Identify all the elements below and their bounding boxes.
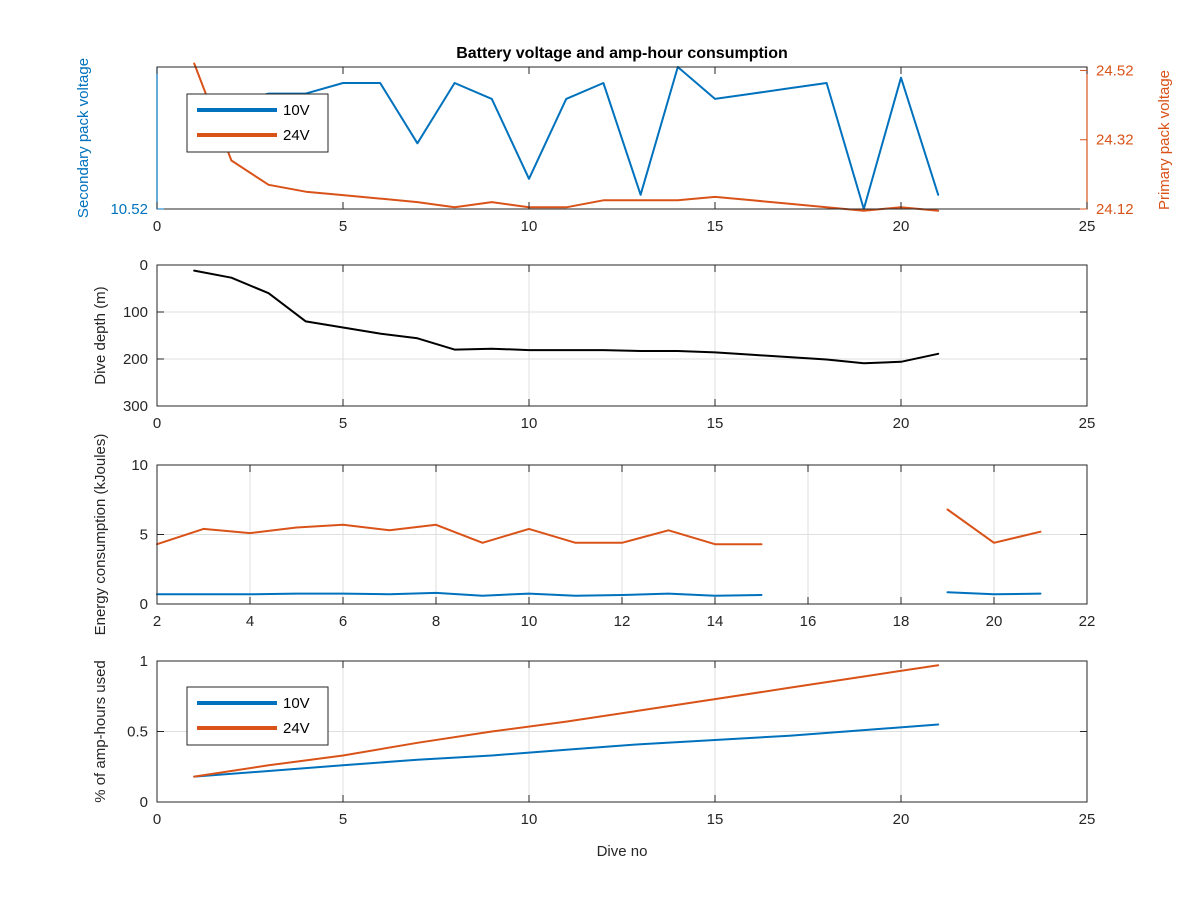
x-tick-label: 5 [339, 218, 347, 235]
series-line-10v [156, 591, 1042, 597]
y-tick-label: 0 [140, 794, 148, 811]
x-tick-label: 20 [893, 218, 910, 235]
legend-entry: 24V [283, 720, 310, 737]
legend-entry: 24V [283, 127, 310, 144]
x-tick-label: 0 [153, 218, 161, 235]
y-tick-label: 10 [131, 457, 148, 474]
chart-panel-2: 0 5 10 15 20 25 0 100 200 300 Dive depth (m) [92, 257, 1095, 432]
y-tick-label: 5 [140, 527, 148, 544]
y2-tick-label: 24.52 [1096, 62, 1134, 79]
y-tick-label: 10.52 [110, 201, 148, 218]
y-tick-label: 0 [140, 257, 148, 274]
x-tick-label: 14 [707, 613, 724, 630]
y-axis-label: Dive depth (m) [92, 286, 109, 384]
x-tick-label: 0 [153, 811, 161, 828]
x-tick-label: 20 [893, 415, 910, 432]
x-tick-label: 6 [339, 613, 347, 630]
x-tick-label: 10 [521, 811, 538, 828]
y-tick-label: 1 [140, 653, 148, 670]
legend-box [186, 686, 329, 746]
x-tick-label: 10 [521, 613, 538, 630]
chart-panel-3: 2 4 6 8 10 12 14 16 18 20 22 0 5 10 Energy consumption… [92, 434, 1095, 636]
x-tick-label: 5 [339, 811, 347, 828]
x-tick-label: 25 [1079, 218, 1096, 235]
legend-box [186, 93, 329, 153]
series-line-24v [193, 62, 940, 212]
x-tick-label: 20 [893, 811, 910, 828]
x-tick-label: 2 [153, 613, 161, 630]
x-tick-label: 18 [893, 613, 910, 630]
x-tick-label: 10 [521, 218, 538, 235]
y2-tick-label: 24.32 [1096, 132, 1134, 149]
x-tick-label: 15 [707, 415, 724, 432]
y-axis-label: Energy consumption (kJoules) [92, 434, 109, 636]
x-axis-label: Dive no [597, 843, 648, 860]
axes-frame [156, 264, 1088, 407]
y-tick-label: 0.5 [127, 724, 148, 741]
series-line-24v [193, 664, 940, 778]
x-tick-label: 15 [707, 811, 724, 828]
y-axis-label: Secondary pack voltage [75, 58, 92, 218]
series-line-24v [156, 508, 1042, 546]
chart-panel-1: 0 5 10 15 20 25 10.52 24.12 24.32 24.52 Battery vo… [75, 45, 1173, 235]
y-tick-label: 300 [123, 398, 148, 415]
x-tick-label: 12 [614, 613, 631, 630]
x-tick-label: 10 [521, 415, 538, 432]
legend-entry: 10V [283, 102, 310, 119]
x-tick-label: 16 [800, 613, 817, 630]
series-line-10v [193, 66, 940, 210]
x-tick-label: 0 [153, 415, 161, 432]
x-tick-label: 25 [1079, 811, 1096, 828]
y2-tick-label: 24.12 [1096, 201, 1134, 218]
legend-entry: 10V [283, 695, 310, 712]
x-tick-label: 20 [986, 613, 1003, 630]
x-tick-label: 8 [432, 613, 440, 630]
y-tick-label: 100 [123, 304, 148, 321]
x-tick-label: 5 [339, 415, 347, 432]
y-axis-label: % of amp-hours used [92, 660, 109, 803]
series-line-10v [193, 723, 940, 778]
series-line [193, 269, 940, 365]
x-tick-label: 15 [707, 218, 724, 235]
x-tick-label: 22 [1079, 613, 1096, 630]
chart-title: Battery voltage and amp-hour consumption [456, 45, 788, 62]
y2-axis-label: Primary pack voltage [1156, 70, 1173, 210]
y-tick-label: 200 [123, 351, 148, 368]
plot-area [157, 265, 1087, 406]
x-tick-label: 4 [246, 613, 254, 630]
chart-panel-4: 0 5 10 15 20 25 0 0.5 1 % of amp-hours used Dive n… [92, 653, 1095, 860]
x-tick-label: 25 [1079, 415, 1096, 432]
y-tick-label: 0 [140, 596, 148, 613]
